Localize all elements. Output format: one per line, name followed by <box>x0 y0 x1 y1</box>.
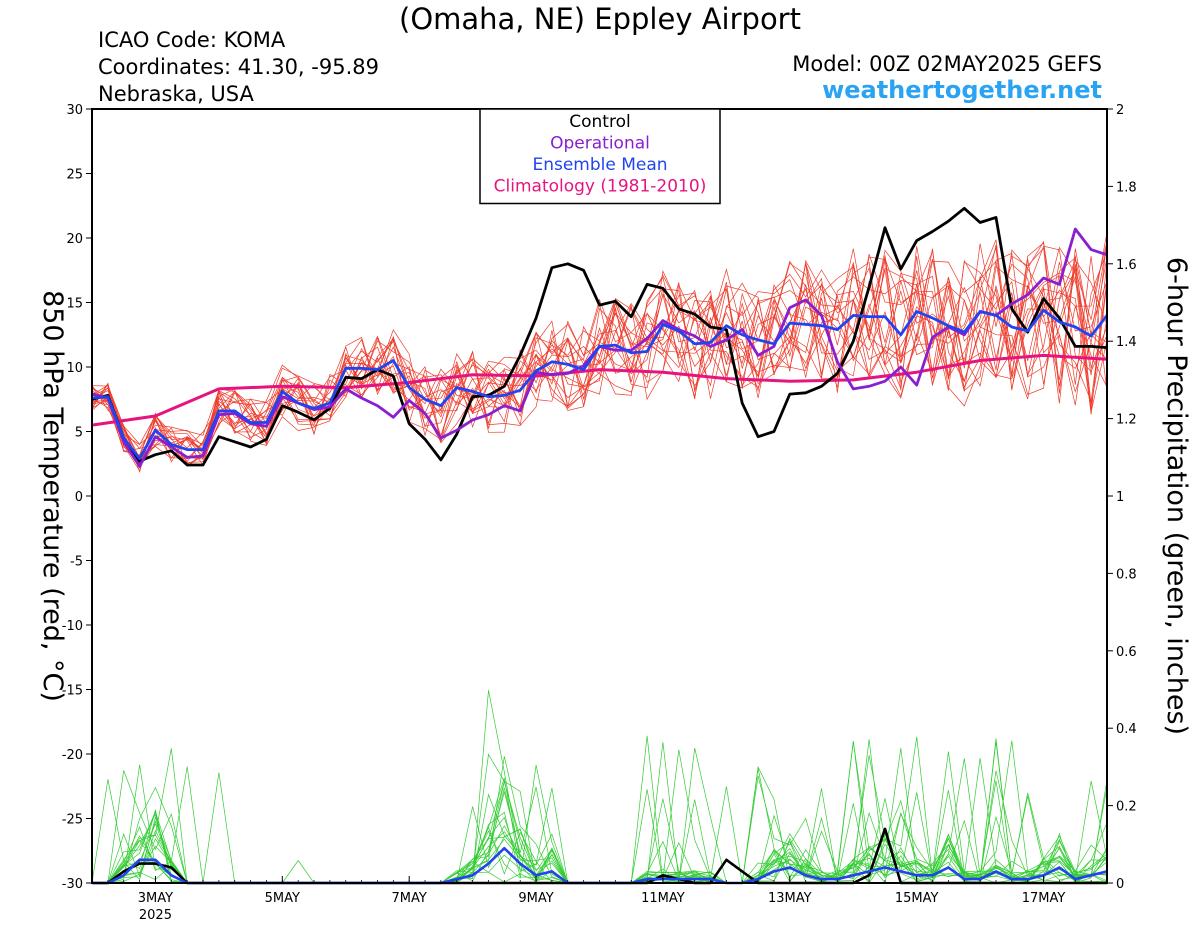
x-tick-label: 5MAY <box>265 891 300 906</box>
y-left-tick-label: 25 <box>66 168 83 183</box>
y-left-tick-label: 20 <box>66 232 83 247</box>
x-tick-label: 9MAY <box>518 891 553 906</box>
y-left-tick-label: 5 <box>75 426 83 441</box>
y-right-tick-label: 1.4 <box>1116 335 1137 350</box>
member-temp-line <box>91 264 1108 459</box>
y-left-tick-label: -5 <box>70 555 83 570</box>
y-left-tick-label: -10 <box>62 619 83 634</box>
y-right-tick-label: 1.2 <box>1116 413 1137 428</box>
member-precip-line <box>92 756 1108 884</box>
y-left-tick-label: -25 <box>62 813 83 828</box>
member-precip-line <box>92 788 1108 884</box>
member-precip-line <box>91 755 1108 884</box>
y-right-tick-label: 2 <box>1116 103 1124 118</box>
series-climatology-1981-2010 <box>91 353 1108 427</box>
series-control <box>91 206 1108 467</box>
coordinates: Coordinates: 41.30, -95.89 <box>98 55 379 79</box>
legend-entry: Climatology (1981-2010) <box>494 177 707 197</box>
x-tick-label: 3MAY <box>138 891 173 906</box>
member-precip-line <box>92 795 1108 884</box>
y-right-tick-label: 0 <box>1116 877 1124 892</box>
y-left-tick-label: 10 <box>66 361 83 376</box>
y-left-tick-label: 15 <box>66 297 83 312</box>
y-right-tick-label: 0.6 <box>1116 645 1137 660</box>
plot-frame <box>91 108 1108 884</box>
site-link[interactable]: weathertogether.net <box>822 76 1102 104</box>
y-right-tick-label: 0.2 <box>1116 800 1137 815</box>
y-left-tick-label: -30 <box>62 877 83 892</box>
x-tick-label: 11MAY <box>641 891 685 906</box>
x-tick-label: 15MAY <box>895 891 939 906</box>
x-tick-label: 17MAY <box>1022 891 1066 906</box>
x-tick-year: 2025 <box>139 908 172 923</box>
member-temp-line <box>91 257 1108 467</box>
member-temp-line <box>91 241 1108 468</box>
y-left-tick-label: 0 <box>75 490 83 505</box>
region: Nebraska, USA <box>98 82 254 106</box>
x-tick-label: 13MAY <box>768 891 812 906</box>
y-right-tick-label: 1.8 <box>1116 180 1137 195</box>
series-ensemble-mean <box>91 308 1109 461</box>
y-right-tick-label: 0.4 <box>1116 722 1137 737</box>
member-temp-line <box>91 256 1108 457</box>
member-temp-line <box>91 239 1108 457</box>
y-right-tick-label: 0.8 <box>1116 567 1137 582</box>
legend-box <box>479 108 721 205</box>
y-right-tick-label: 1.6 <box>1116 258 1137 273</box>
member-temp-line <box>91 275 1108 468</box>
y-left-tick-label: 30 <box>66 103 83 118</box>
model-run: Model: 00Z 02MAY2025 GEFS <box>792 52 1102 76</box>
member-precip-line <box>92 735 1108 884</box>
x-tick-label: 7MAY <box>392 891 427 906</box>
legend-entry: Operational <box>550 134 650 154</box>
y-left-tick-label: -15 <box>62 684 83 699</box>
y-right-axis-title: 6-hour Precipitation (green, inches) <box>1161 257 1192 735</box>
y-right-tick-label: 1 <box>1116 490 1124 505</box>
axes: 302520151050-5-10-15-20-25-3021.81.61.41… <box>37 103 1192 923</box>
member-precip-line <box>92 764 1108 884</box>
member-temp-line <box>91 245 1108 463</box>
y-left-axis-title: 850 hPa Temperature (red, °C) <box>37 290 68 702</box>
member-temp-line <box>91 232 1108 457</box>
member-precip-line <box>92 780 1108 884</box>
legend-entry: Control <box>569 112 630 132</box>
y-left-tick-label: -20 <box>62 748 83 763</box>
member-temp-line <box>91 246 1108 459</box>
legend-entry: Ensemble Mean <box>532 155 667 175</box>
member-precip-line <box>92 753 1108 884</box>
icao-code: ICAO Code: KOMA <box>98 28 286 52</box>
chart-title: (Omaha, NE) Eppley Airport <box>399 2 801 36</box>
